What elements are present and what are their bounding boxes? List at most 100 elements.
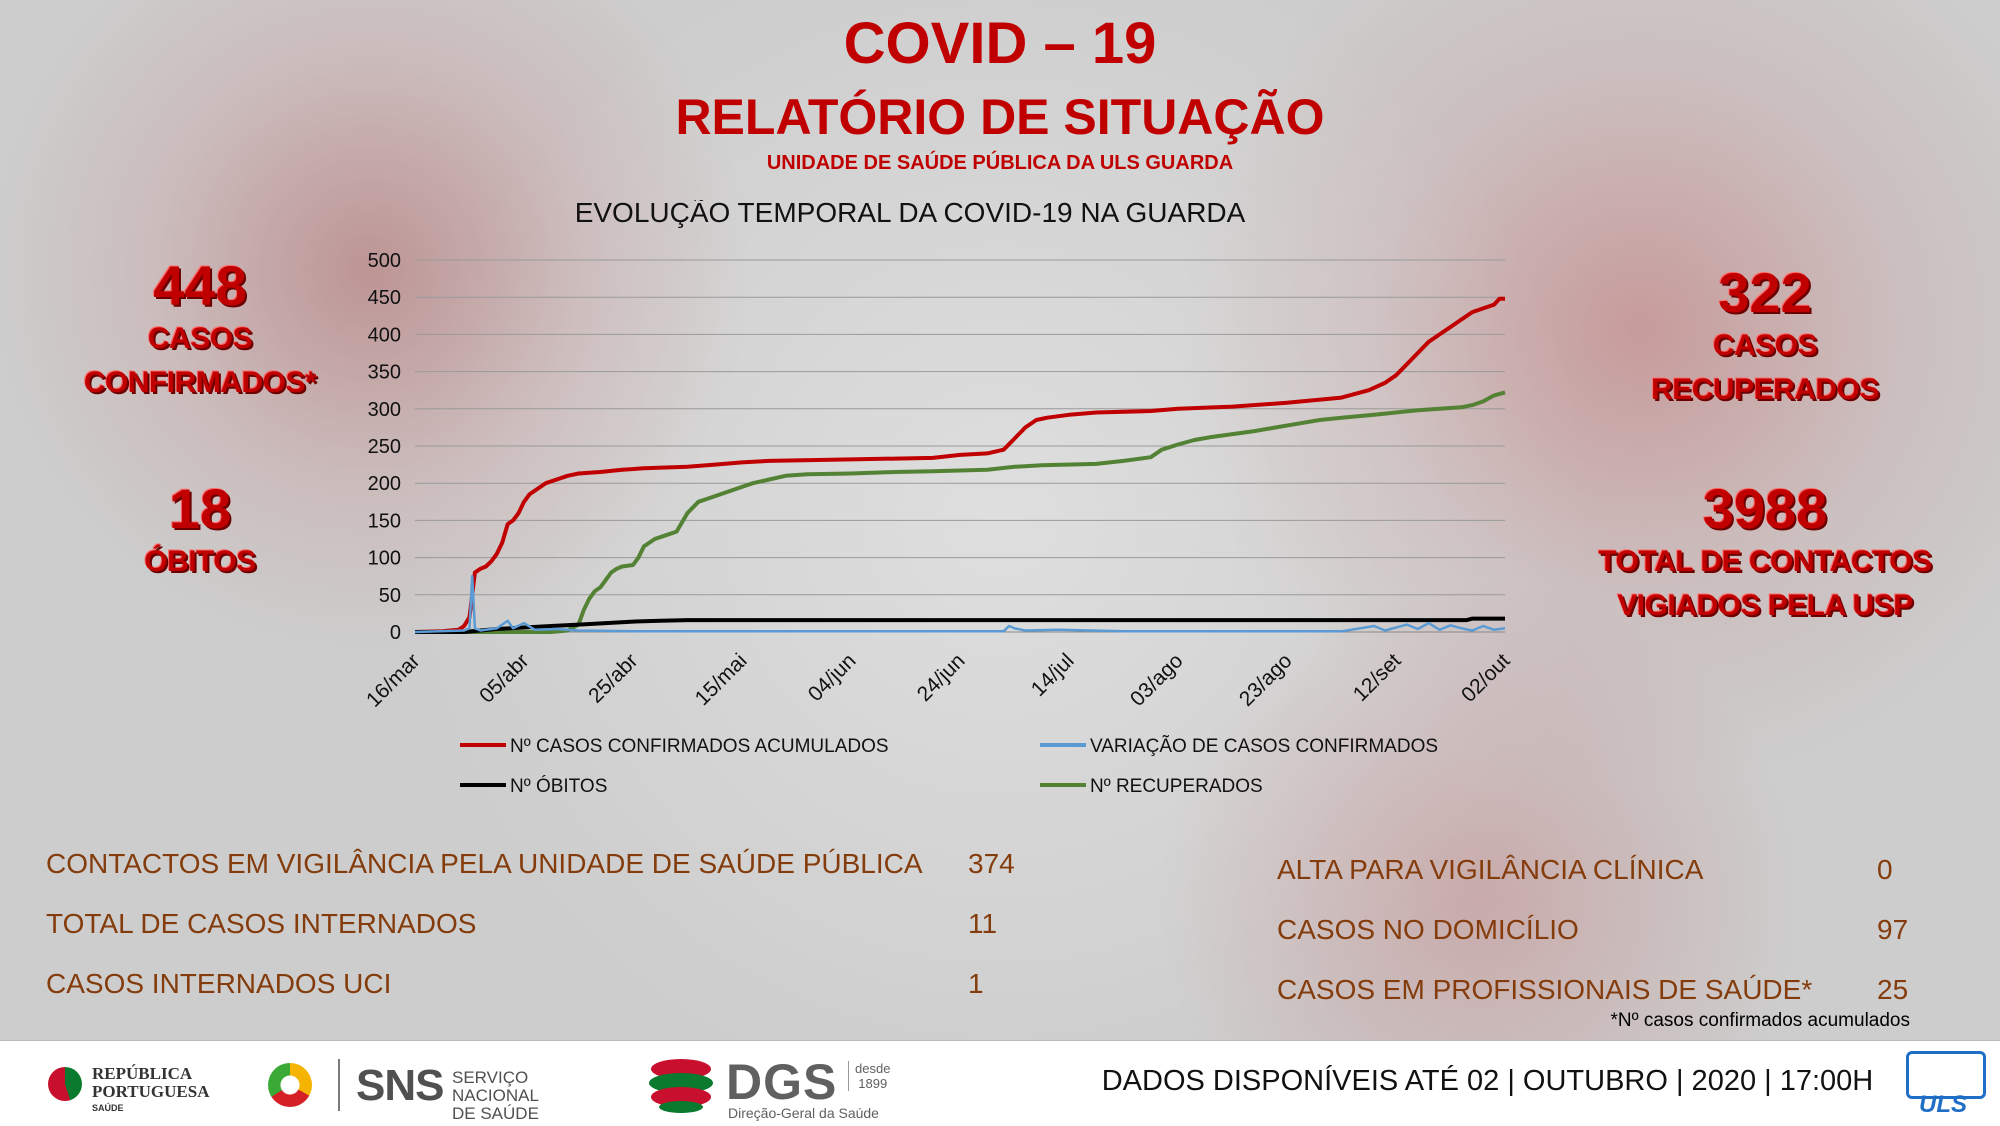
- stat-total-contacts: 3988 TOTAL DE CONTACTOS VIGIADOS PELA US…: [1560, 478, 1970, 628]
- series-line-3: [415, 390, 1506, 634]
- info-label: CASOS EM PROFISSIONAIS DE SAÚDE*: [1277, 974, 1813, 1005]
- y-tick-label: 400: [368, 324, 401, 346]
- page-title: COVID – 19: [843, 11, 1157, 76]
- x-tick-label: 12/set: [1349, 649, 1406, 706]
- info-label: CASOS INTERNADOS UCI: [46, 968, 392, 999]
- stat-deaths: 18 ÓBITOS: [40, 478, 360, 584]
- legend-label: Nº RECUPERADOS: [1090, 776, 1263, 797]
- deaths-label: ÓBITOS: [144, 545, 256, 578]
- dgs-full-name: Direção-Geral da Saúde: [728, 1105, 879, 1121]
- dgs-abbreviation: DGS: [726, 1054, 838, 1110]
- contacts-label-line2: VIGIADOS PELA USP: [1617, 589, 1913, 622]
- y-tick-label: 0: [390, 622, 401, 644]
- x-tick-label: 16/mar: [362, 649, 424, 711]
- uls-emblem-icon: [1906, 1051, 1986, 1099]
- y-tick-label: 50: [379, 585, 401, 607]
- dgs-emblem-icon: [649, 1059, 713, 1113]
- sns-emblem-icon: [268, 1063, 312, 1107]
- x-tick-label: 03/ago: [1126, 649, 1188, 711]
- uls-text: ULS: [1919, 1091, 1967, 1118]
- info-row-discharged: ALTA PARA VIGILÂNCIA CLÍNICA 0: [1277, 854, 1917, 886]
- info-row-icu: CASOS INTERNADOS UCI 1: [46, 968, 1026, 1000]
- footnote: *Nº casos confirmados acumulados: [1610, 1010, 1910, 1031]
- y-tick-label: 250: [368, 436, 401, 458]
- portugal-flag-icon: [48, 1067, 82, 1101]
- footer-bar: REPÚBLICA PORTUGUESA SAÚDE SNS SERVIÇO N…: [0, 1040, 2000, 1126]
- info-row-contacts-vigilance: CONTACTOS EM VIGILÂNCIA PELA UNIDADE DE …: [46, 848, 1026, 880]
- uls-logo: ULS: [1900, 1047, 1986, 1121]
- legend-label: Nº CASOS CONFIRMADOS ACUMULADOS: [510, 736, 889, 757]
- chart-title: EVOLUÇÃO TEMPORAL DA COVID-19 NA GUARDA: [575, 200, 1246, 228]
- x-tick-label: 23/ago: [1235, 649, 1297, 711]
- x-tick-label: 04/jun: [804, 649, 861, 706]
- confirmed-value: 448: [153, 254, 247, 317]
- page-subtitle: RELATÓRIO DE SITUAÇÃO: [675, 89, 1325, 145]
- chart-series: [414, 296, 1506, 634]
- chart-gridlines: [415, 259, 1505, 633]
- y-tick-label: 450: [368, 287, 401, 309]
- info-label: CONTACTOS EM VIGILÂNCIA PELA UNIDADE DE …: [46, 848, 923, 879]
- x-axis-ticks: 16/mar 05/abr 25/abr 15/mai 04/jun 24/jun 14/j…: [362, 649, 1515, 712]
- info-value: 374: [968, 848, 1015, 879]
- x-tick-label: 02/out: [1457, 649, 1515, 707]
- recovered-label-line1: CASOS: [1712, 329, 1818, 362]
- info-right-panel: ALTA PARA VIGILÂNCIA CLÍNICA 0 CASOS NO …: [1277, 854, 1917, 1014]
- y-tick-label: 500: [368, 250, 401, 272]
- sns-abbreviation: SNS: [356, 1061, 444, 1110]
- sns-full-name: SERVIÇO NACIONAL DE SAÚDE: [452, 1069, 608, 1123]
- republica-saude: SAÚDE: [92, 1103, 124, 1113]
- republica-line1: REPÚBLICA: [92, 1064, 193, 1083]
- x-tick-label: 15/mai: [691, 649, 752, 710]
- sns-logo: SNS SERVIÇO NACIONAL DE SAÚDE: [268, 1057, 608, 1123]
- info-label: CASOS NO DOMICÍLIO: [1277, 914, 1579, 945]
- info-label: TOTAL DE CASOS INTERNADOS: [46, 908, 477, 939]
- confirmed-label-line1: CASOS: [147, 322, 253, 355]
- dgs-since-line1: desde: [855, 1061, 891, 1076]
- info-value: 97: [1877, 914, 1909, 945]
- y-tick-label: 300: [368, 399, 401, 421]
- data-availability-date: DADOS DISPONÍVEIS ATÉ 02 | OUTUBRO | 202…: [1101, 1065, 1874, 1097]
- y-tick-label: 150: [368, 510, 401, 532]
- info-row-at-home: CASOS NO DOMICÍLIO 97: [1277, 914, 1917, 946]
- info-value: 25: [1877, 974, 1909, 1005]
- info-value: 1: [968, 968, 984, 999]
- sns-divider: [338, 1059, 340, 1111]
- evolution-line-chart: EVOLUÇÃO TEMPORAL DA COVID-19 NA GUARDA …: [362, 200, 1515, 797]
- dgs-since: desde 1899: [848, 1061, 890, 1091]
- y-tick-label: 200: [368, 473, 401, 495]
- info-row-health-professionals: CASOS EM PROFISSIONAIS DE SAÚDE* 25: [1277, 974, 1917, 1006]
- deaths-value: 18: [168, 477, 232, 540]
- recovered-value: 322: [1718, 261, 1812, 324]
- chart-legend: Nº CASOS CONFIRMADOS ACUMULADOS VARIAÇÃO …: [460, 735, 1438, 797]
- y-tick-label: 100: [368, 548, 401, 570]
- x-tick-label: 24/jun: [913, 649, 970, 706]
- republica-text: REPÚBLICA PORTUGUESA: [92, 1065, 209, 1101]
- info-value: 11: [968, 908, 998, 939]
- series-line-1: [414, 574, 1506, 634]
- republica-portuguesa-logo: REPÚBLICA PORTUGUESA SAÚDE: [48, 1061, 238, 1113]
- legend-label: VARIAÇÃO DE CASOS CONFIRMADOS: [1090, 735, 1438, 757]
- dgs-logo: DGS desde 1899 Direção-Geral da Saúde: [648, 1053, 898, 1121]
- x-tick-label: 14/jul: [1027, 649, 1079, 701]
- republica-line2: PORTUGUESA: [92, 1082, 210, 1101]
- info-left-panel: CONTACTOS EM VIGILÂNCIA PELA UNIDADE DE …: [46, 848, 1026, 1008]
- contacts-value: 3988: [1702, 477, 1828, 540]
- unit-name: UNIDADE DE SAÚDE PÚBLICA DA ULS GUARDA: [766, 152, 1234, 174]
- stat-confirmed-cases: 448 CASOS CONFIRMADOS*: [40, 255, 360, 405]
- x-tick-label: 25/abr: [584, 649, 642, 707]
- dgs-since-line2: 1899: [858, 1076, 888, 1091]
- sns-line2: DE SAÚDE: [452, 1104, 539, 1123]
- contacts-label-line1: TOTAL DE CONTACTOS: [1598, 545, 1932, 578]
- recovered-label-line2: RECUPERADOS: [1651, 373, 1879, 406]
- legend-label: Nº ÓBITOS: [510, 775, 607, 797]
- y-axis-ticks: 0 50 100 150 200 250 300 350 400 450 500: [368, 250, 401, 644]
- series-line-0: [414, 296, 1505, 634]
- sns-line1: SERVIÇO NACIONAL: [452, 1068, 539, 1105]
- info-row-hospitalized: TOTAL DE CASOS INTERNADOS 11: [46, 908, 1026, 940]
- confirmed-label-line2: CONFIRMADOS*: [83, 366, 317, 399]
- x-tick-label: 05/abr: [475, 649, 533, 707]
- y-tick-label: 350: [368, 362, 401, 384]
- info-label: ALTA PARA VIGILÂNCIA CLÍNICA: [1277, 854, 1704, 885]
- stat-recovered: 322 CASOS RECUPERADOS: [1590, 262, 1940, 412]
- info-value: 0: [1877, 854, 1893, 885]
